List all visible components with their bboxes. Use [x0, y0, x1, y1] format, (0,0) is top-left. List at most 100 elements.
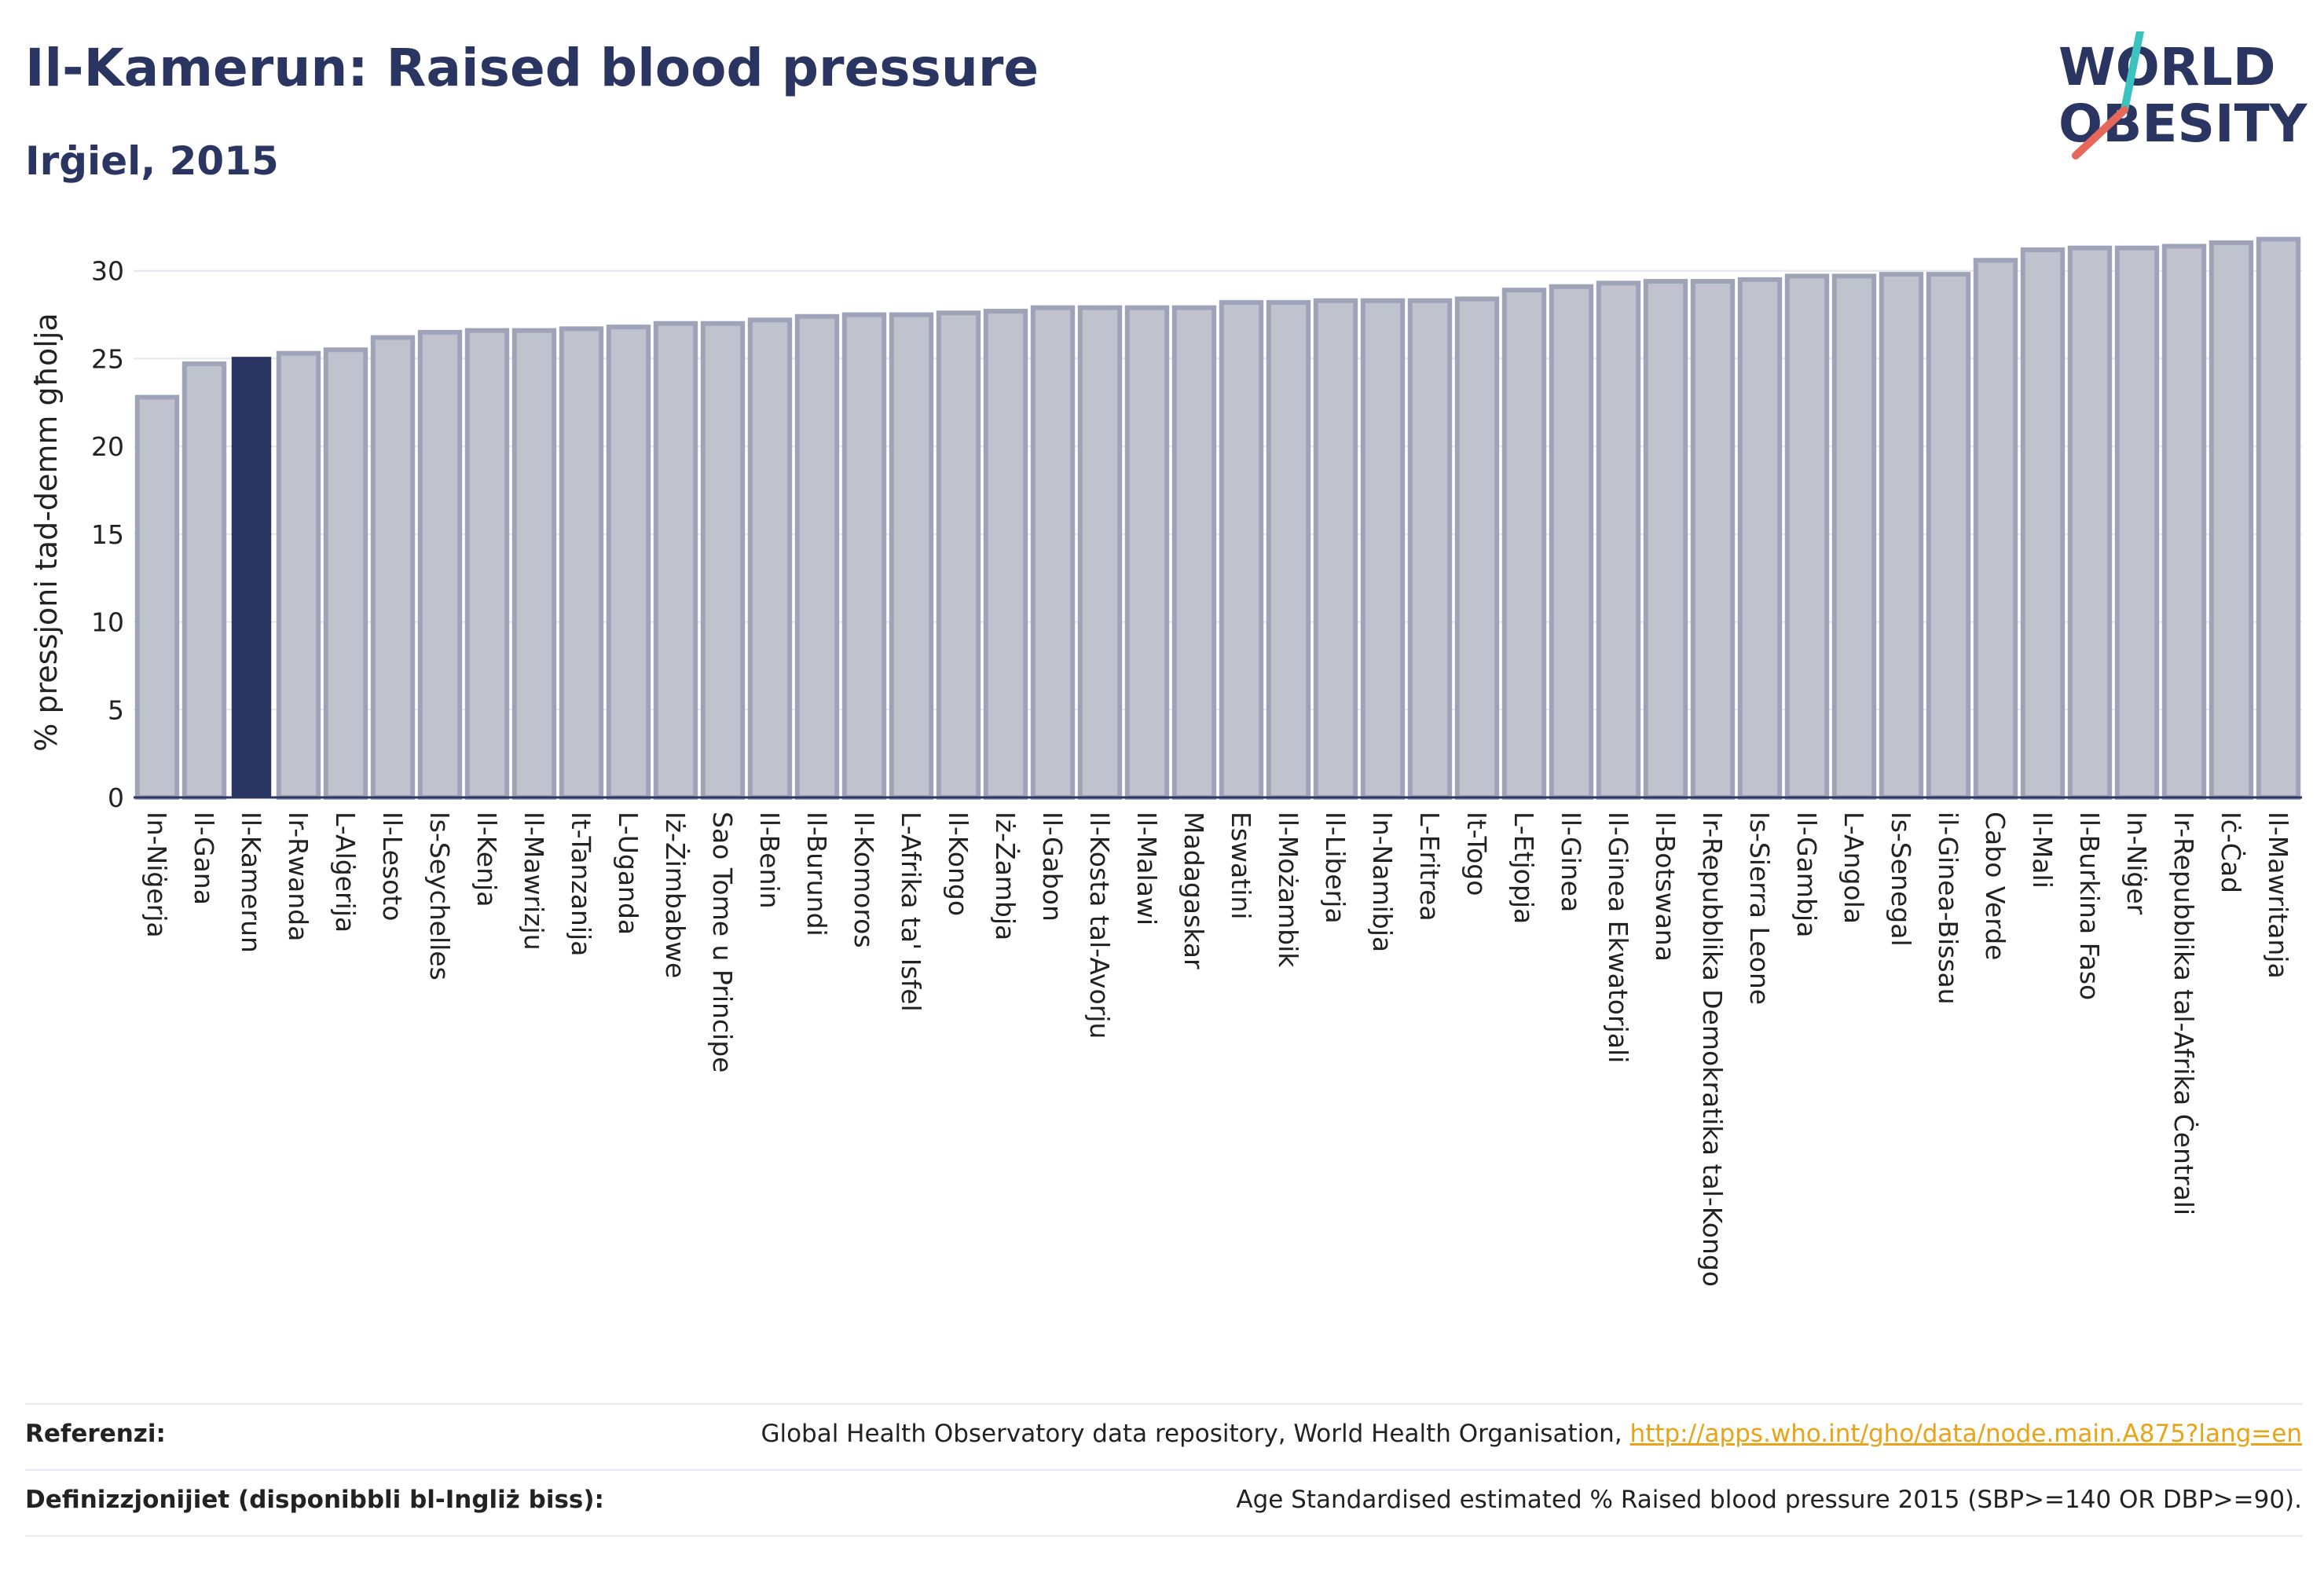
x-category-label: Is-Senegal [1886, 812, 1916, 947]
y-tick-label: 0 [108, 783, 124, 813]
bar[interactable] [1973, 258, 2018, 800]
bar[interactable] [1690, 279, 1736, 800]
world-obesity-logo: WORLD OBESITY [2043, 27, 2310, 173]
x-category-label: Il-Gabon [1037, 812, 1068, 922]
bar[interactable] [747, 317, 793, 800]
x-category-labels: In-Niġerja Il-Gana Il-Kamerun Ir-Rwanda L-Al… [141, 812, 2293, 1287]
logo-slash-bottom [2072, 106, 2128, 159]
x-category-label: Ir-Repubblika tal-Afrika Ċentrali [2168, 812, 2200, 1215]
bar[interactable] [1077, 305, 1123, 800]
x-category-label: Il-Botswana [1650, 812, 1681, 962]
x-category-label: Il-Kamerun [236, 812, 266, 953]
y-tick-label: 30 [91, 256, 124, 287]
bar[interactable] [700, 321, 746, 800]
page-subtitle: Irġiel, 2015 [25, 138, 279, 184]
bar[interactable] [1501, 288, 1547, 800]
x-category-label: Il-Kenja [471, 812, 502, 907]
x-category-label: Cabo Verde [1980, 812, 2011, 960]
bar[interactable] [1596, 280, 1641, 800]
logo-graphic: WORLD OBESITY [2058, 27, 2308, 159]
x-category-label: L-Angola [1838, 812, 1869, 924]
footer-divider-bottom [25, 1535, 2302, 1537]
references-row: Referenzi: Global Health Observatory dat… [25, 1406, 2302, 1461]
x-category-label: L-Etjopja [1508, 812, 1539, 924]
bar[interactable] [936, 310, 981, 800]
y-tick-label: 10 [91, 607, 124, 638]
bar[interactable] [1313, 298, 1358, 800]
bar[interactable] [841, 312, 887, 800]
x-category-label: Iż-Żimbabwe [660, 812, 691, 978]
bar[interactable] [653, 321, 698, 800]
logo-line2: OBESITY [2058, 93, 2308, 154]
y-tick-label: 15 [91, 519, 124, 550]
x-category-label: Il-Benin [754, 812, 785, 909]
bar[interactable] [1266, 299, 1311, 800]
bar[interactable] [1926, 272, 1971, 800]
bar[interactable] [2256, 236, 2301, 800]
x-category-label: Il-Gana [189, 812, 219, 905]
bar[interactable] [2067, 245, 2113, 800]
x-category-label: L-Alġerija [330, 812, 361, 933]
bar[interactable] [2209, 240, 2254, 800]
bar[interactable] [606, 324, 651, 800]
bar[interactable] [511, 328, 557, 800]
bar[interactable] [276, 350, 321, 800]
logo-line1: WORLD [2058, 37, 2276, 97]
logo-slash-top [2121, 27, 2144, 114]
bar[interactable] [1407, 298, 1453, 800]
x-category-label: Il-Mawritanja [2263, 812, 2293, 979]
x-category-label: Il-Ginea Ekwatorjali [1603, 812, 1633, 1063]
bar[interactable] [794, 313, 840, 800]
bar[interactable] [2114, 245, 2160, 800]
bar[interactable] [417, 329, 463, 800]
y-axis-label: % pressjoni tad-demm għolja [29, 313, 64, 751]
x-category-label: L-Afrika ta' Isfel [896, 812, 926, 1012]
page-title: Il-Kamerun: Raised blood pressure [25, 38, 1039, 98]
bar[interactable] [1124, 305, 1170, 800]
footer-divider-middle [25, 1469, 2302, 1471]
bar[interactable] [1219, 299, 1264, 800]
bar[interactable] [2161, 244, 2207, 800]
y-tick-label: 5 [108, 695, 124, 725]
x-category-label: Il-Burkina Faso [2074, 812, 2105, 1000]
bar[interactable] [1784, 273, 1830, 800]
bars [134, 236, 2301, 800]
y-tick-label: 20 [91, 431, 124, 462]
x-category-label: In-Niġerja [141, 812, 172, 938]
x-category-label: Sao Tome u Principe [707, 812, 738, 1072]
bar[interactable] [323, 347, 368, 800]
bar[interactable] [1030, 305, 1076, 800]
bar[interactable] [1879, 272, 1924, 800]
bar-chart: 0 5 10 15 20 25 30 In-Niġerja Il-Gana Il-Kamerun… [29, 236, 2302, 1287]
bar[interactable] [231, 357, 272, 797]
x-category-label: Il-Gambja [1791, 812, 1822, 937]
bar[interactable] [983, 309, 1028, 800]
bar[interactable] [889, 312, 934, 800]
bar[interactable] [1549, 284, 1594, 800]
x-category-label: Il-Malawi [1131, 812, 1162, 925]
bar[interactable] [464, 328, 510, 800]
bar[interactable] [1643, 279, 1688, 800]
x-category-label: Il-Mawrizju [519, 812, 549, 951]
bar[interactable] [1360, 298, 1406, 800]
bar[interactable] [370, 335, 416, 800]
bar[interactable] [1171, 305, 1217, 800]
references-link[interactable]: http://apps.who.int/gho/data/node.main.A… [1629, 1420, 2302, 1448]
bar[interactable] [181, 361, 227, 800]
x-category-label: Il-Mali [2027, 812, 2058, 889]
bar[interactable] [1831, 273, 1877, 800]
bar[interactable] [1454, 296, 1500, 800]
x-category-label: L-Uganda [613, 812, 643, 935]
x-category-label: Il-Kongo [943, 812, 973, 916]
x-category-label: It-Togo [1461, 812, 1492, 896]
x-category-label: Is-Seychelles [424, 812, 455, 980]
bar[interactable] [134, 394, 180, 800]
definitions-label: Definizzjonijiet (disponibbli bl-Ingliż … [25, 1486, 604, 1514]
x-category-label: Eswatini [1226, 812, 1256, 919]
x-category-label: Il-Możambik [1273, 812, 1303, 968]
x-category-label: Iż-Żambja [990, 812, 1021, 940]
bar[interactable] [1737, 277, 1783, 800]
definitions-row: Definizzjonijiet (disponibbli bl-Ingliż … [25, 1472, 2302, 1527]
bar[interactable] [2020, 247, 2066, 800]
bar[interactable] [559, 326, 604, 800]
